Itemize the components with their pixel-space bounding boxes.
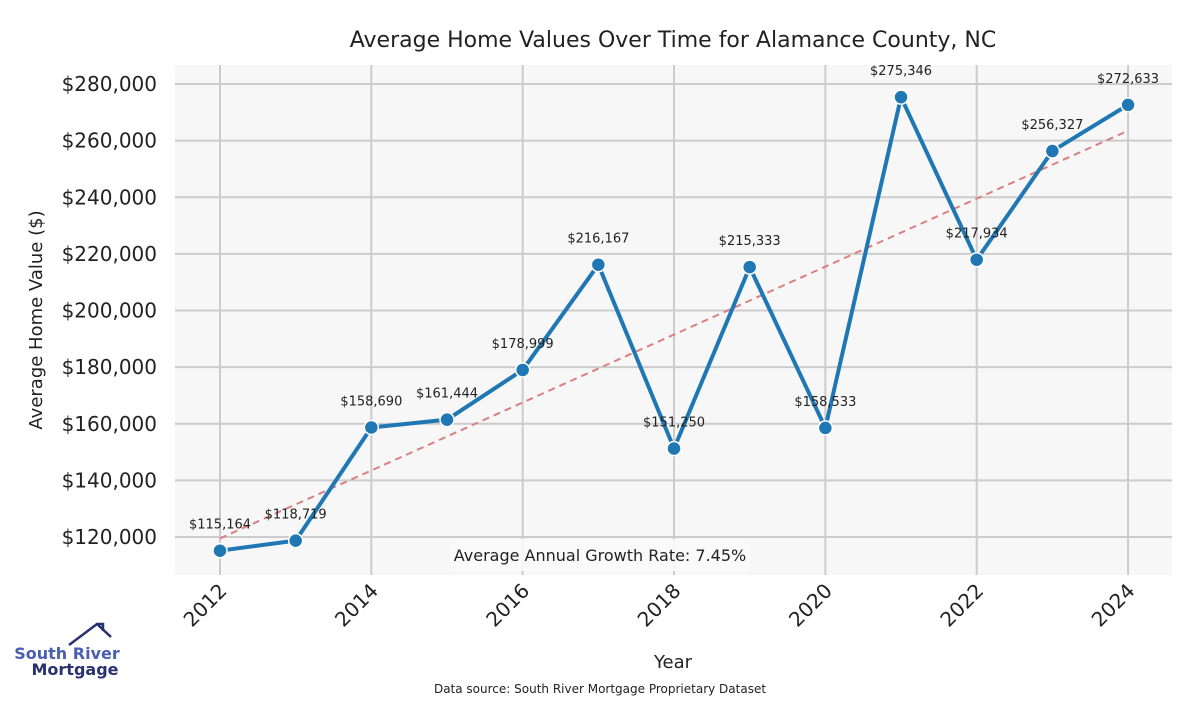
data-label: $115,164 (189, 518, 251, 533)
trend-line (219, 129, 1129, 540)
y-tick-label: $260,000 (62, 129, 157, 153)
y-tick-label: $120,000 (62, 525, 157, 549)
y-axis: $120,000 $140,000 $160,000 $180,000 $200,000… (62, 72, 157, 549)
data-label: $158,690 (340, 394, 402, 409)
data-labels: $115,164 $118,719 $158,690 $161,444 $178,999… (189, 64, 1159, 533)
y-tick-label: $160,000 (62, 412, 157, 436)
x-tick-label: 2018 (633, 579, 686, 632)
logo-line2: Mortgage (31, 660, 118, 679)
data-point (590, 256, 607, 273)
data-point (968, 251, 985, 268)
y-tick-label: $220,000 (62, 242, 157, 266)
data-label: $161,444 (416, 387, 478, 402)
logo-line1: South River (14, 644, 120, 663)
x-tick-label: 2016 (481, 579, 534, 632)
data-label: $158,533 (794, 395, 856, 410)
x-tick-label: 2020 (784, 579, 837, 632)
x-axis: 2012 2014 2016 2018 2020 2022 2024 (179, 579, 1140, 632)
south-river-mortgage-logo: South River Mortgage (14, 622, 120, 679)
data-label: $216,167 (567, 232, 629, 247)
x-tick-label: 2014 (330, 579, 383, 632)
y-tick-label: $180,000 (62, 355, 157, 379)
y-tick-label: $240,000 (62, 185, 157, 209)
data-point (439, 411, 455, 428)
data-label: $118,719 (265, 508, 327, 523)
data-point (741, 259, 758, 275)
data-point (893, 89, 909, 105)
data-label: $275,346 (870, 64, 932, 79)
y-axis-label: Average Home Value ($) (26, 210, 47, 429)
grid (175, 65, 1172, 575)
data-source: Data source: South River Mortgage Propri… (434, 682, 766, 696)
data-point (212, 542, 228, 559)
data-label: $272,633 (1097, 72, 1159, 87)
annotation-box (450, 539, 750, 571)
data-label: $217,934 (946, 227, 1008, 242)
x-tick-label: 2022 (935, 579, 988, 632)
y-tick-label: $280,000 (62, 72, 157, 96)
data-point (363, 419, 380, 436)
growth-rate-annotation: Average Annual Growth Rate: 7.45% (454, 546, 746, 565)
data-point (514, 362, 531, 378)
chart-title: Average Home Values Over Time for Alaman… (350, 28, 996, 53)
house-roof-icon (68, 622, 112, 646)
data-label: $256,327 (1021, 118, 1083, 133)
data-point (1044, 143, 1061, 159)
y-tick-label: $140,000 (62, 468, 157, 492)
x-tick-label: 2012 (179, 579, 232, 632)
data-points (212, 89, 1136, 559)
data-point (817, 420, 834, 436)
data-label: $215,333 (719, 234, 781, 249)
y-tick-label: $200,000 (62, 299, 157, 323)
data-point (666, 440, 682, 457)
x-axis-label: Year (653, 652, 693, 673)
data-point (1120, 97, 1136, 113)
data-point (287, 532, 304, 549)
data-label: $178,999 (492, 337, 554, 352)
data-label: $151,250 (643, 416, 705, 431)
x-tick-label: 2024 (1087, 579, 1140, 632)
